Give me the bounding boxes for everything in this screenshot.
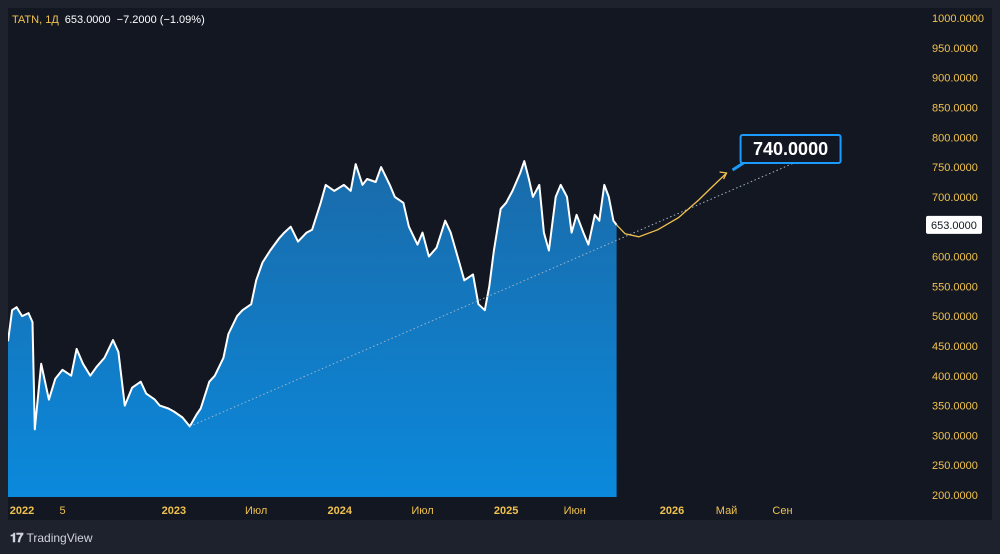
y-tick-label: 350.0000: [932, 401, 978, 413]
price-area-fill: [8, 161, 617, 497]
trendline: [189, 145, 833, 427]
brand-label: TradingView: [26, 531, 93, 545]
y-tick-label: 700.0000: [932, 192, 978, 204]
y-tick-label: 750.0000: [932, 162, 978, 174]
current-price-text: 653.0000: [931, 220, 977, 232]
x-tick-label: 2023: [162, 505, 186, 517]
price-change: −7.2000 (−1.09%): [116, 14, 205, 26]
x-tick-label: Июл: [411, 505, 433, 517]
y-tick-label: 800.0000: [932, 132, 978, 144]
symbol-legend[interactable]: TATN, 1Д 653.0000 −7.2000 (−1.09%): [12, 14, 205, 26]
x-tick-label: Июн: [564, 505, 586, 517]
symbol-name[interactable]: TATN, 1Д: [12, 14, 59, 26]
x-tick-label: 2024: [328, 505, 353, 517]
y-tick-label: 850.0000: [932, 102, 978, 114]
y-tick-label: 1000.0000: [932, 13, 984, 25]
current-price-label: [926, 215, 982, 234]
x-tick-label: 2026: [660, 505, 684, 517]
y-tick-label: 500.0000: [932, 311, 978, 323]
x-tick-label: 5: [59, 505, 65, 517]
forecast-curve: [616, 172, 728, 238]
forecast-arrowhead: [719, 171, 728, 180]
y-tick-label: 900.0000: [932, 73, 978, 85]
tradingview-logo-icon: 𝟏𝟕: [10, 530, 24, 545]
forecast-callout: [739, 134, 842, 165]
x-tick-label: 2022: [10, 505, 34, 517]
x-tick-label: 2025: [494, 505, 518, 517]
y-tick-label: 300.0000: [932, 430, 978, 442]
tradingview-brand[interactable]: 𝟏𝟕 TradingView: [10, 530, 93, 546]
plot-area: [8, 160, 618, 497]
last-price: 653.0000: [64, 14, 111, 26]
x-axis[interactable]: 2022 5 2023 Июл 2024 Июл 2025 Июн 2026 Май Сен: [10, 505, 793, 517]
drawing-layer[interactable]: 740.0000: [189, 134, 842, 427]
price-line: [8, 160, 618, 431]
y-tick-label: 550.0000: [932, 281, 978, 293]
y-tick-label: 450.0000: [932, 341, 978, 353]
y-tick-label: 400.0000: [932, 371, 978, 383]
y-tick-label: 200.0000: [932, 490, 978, 502]
x-tick-label: Июл: [245, 505, 267, 517]
y-axis[interactable]: 200.0000 250.0000 300.0000 350.0000 400.0000…: [926, 13, 984, 502]
x-tick-label: Май: [716, 505, 738, 517]
y-tick-label: 250.0000: [932, 460, 978, 472]
x-tick-label: Сен: [772, 505, 792, 517]
y-tick-label: 600.0000: [932, 252, 978, 264]
forecast-callout-label[interactable]: 740.0000: [753, 139, 828, 159]
y-tick-label: 950.0000: [932, 43, 978, 55]
